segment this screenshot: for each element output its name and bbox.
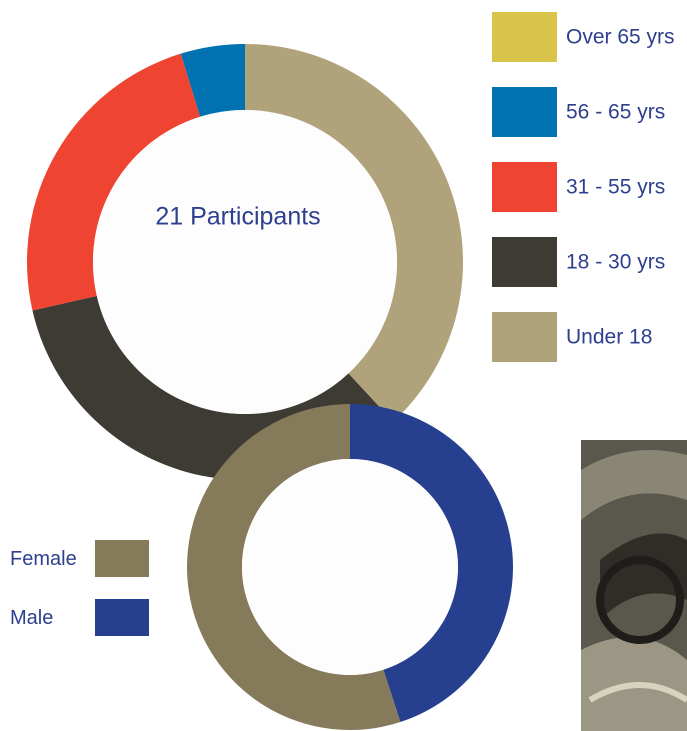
donut-hole [93,110,397,414]
center-label: 21 Participants [155,203,320,231]
legend-swatch [95,540,149,577]
legend-swatch [492,87,557,137]
legend-label: Male [10,607,53,629]
legend-label: Under 18 [566,326,652,349]
donut-hole [242,459,458,675]
legend-label: Female [10,548,77,570]
donut-segment [180,44,245,117]
legend-label: 31 - 55 yrs [566,176,665,199]
donut-segment [27,53,201,311]
legend-label: 18 - 30 yrs [566,251,665,274]
legend-swatch [492,12,557,62]
legend-label: Over 65 yrs [566,26,675,49]
donut-segment [186,404,401,730]
legend-swatch [492,162,557,212]
photo [581,440,687,731]
legend-swatch [492,312,557,362]
legend-swatch [95,599,149,636]
donut-segment [245,44,463,422]
donut-segment [350,404,513,723]
legend-swatch [492,237,557,287]
legend-label: 56 - 65 yrs [566,101,665,124]
